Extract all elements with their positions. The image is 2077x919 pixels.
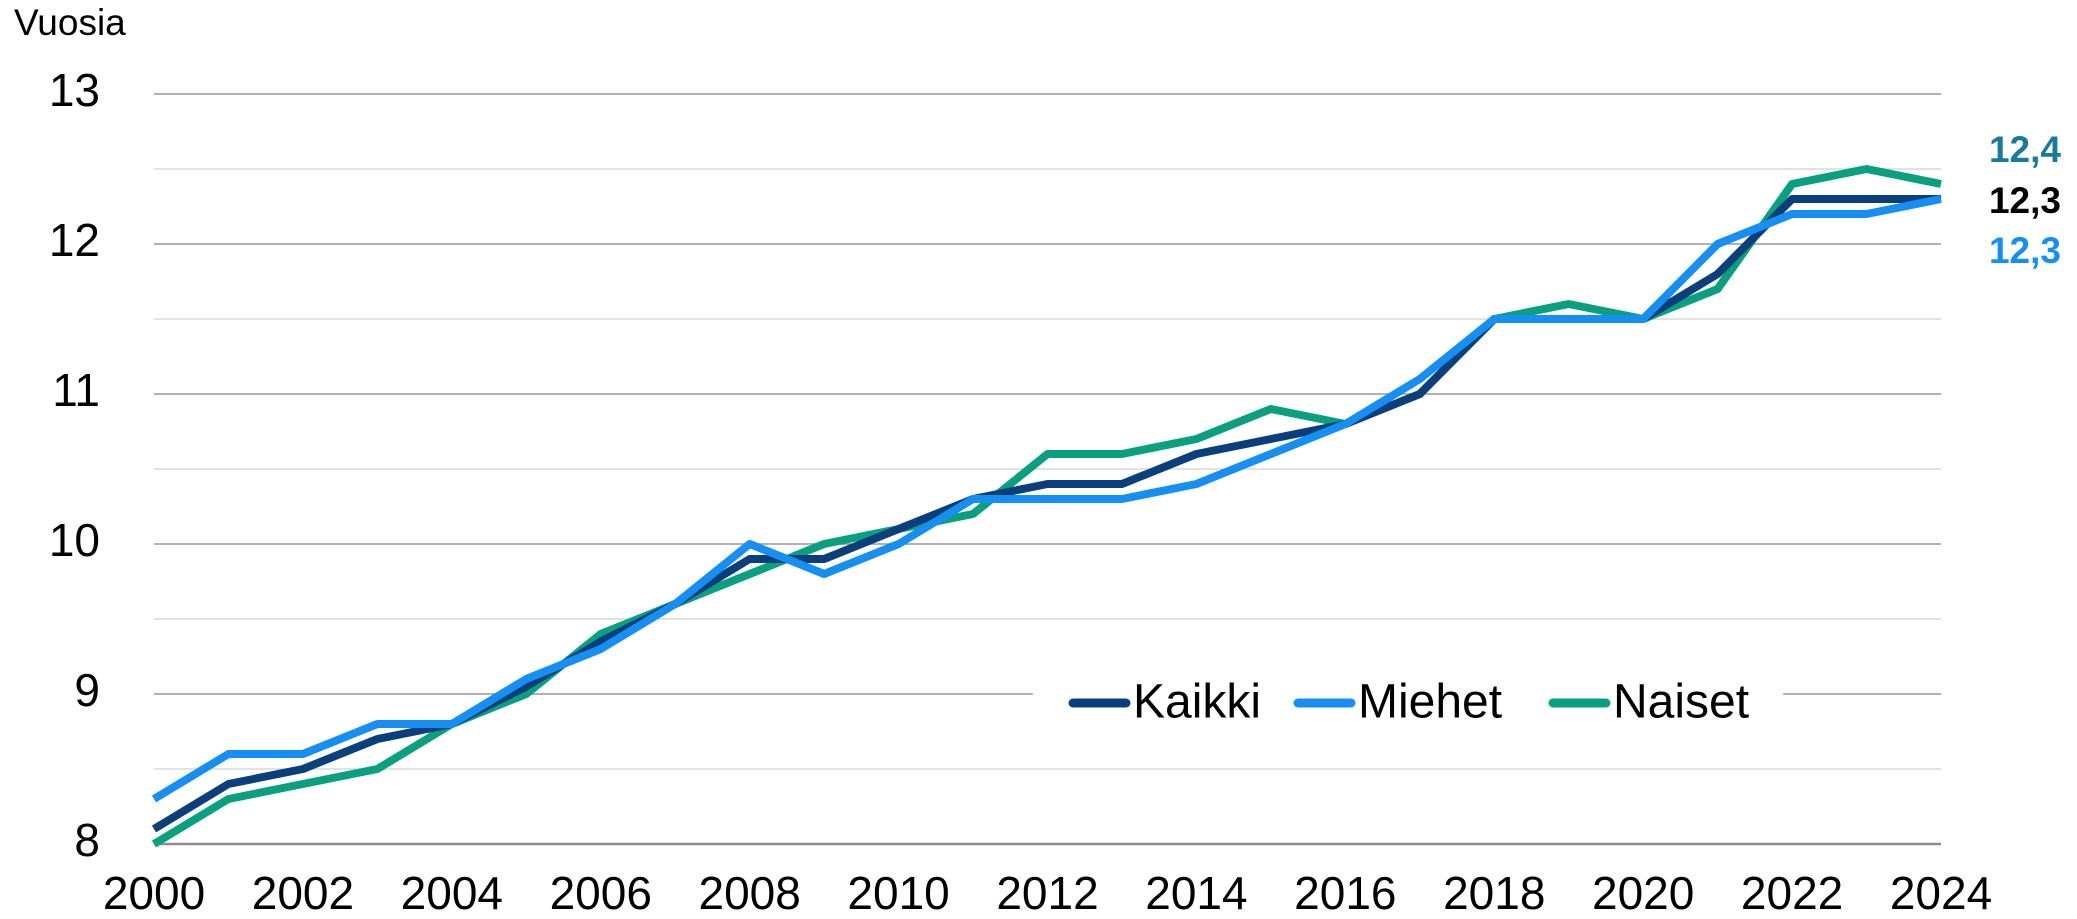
x-tick-label: 2020 [1592,867,1694,919]
x-tick-label: 2014 [1145,867,1247,919]
legend-label: Miehet [1358,676,1502,729]
y-tick-label: 11 [52,364,100,416]
legend-label: Naiset [1613,676,1749,729]
x-tick-label: 2002 [252,867,354,919]
x-tick-label: 2004 [401,867,503,919]
y-tick-label: 10 [49,514,100,566]
y-tick-label: 8 [74,814,100,866]
x-tick-label: 2010 [847,867,949,919]
x-tick-label: 2012 [996,867,1098,919]
legend-background [1033,669,1783,737]
value-label: 12,3 [1989,230,2061,271]
x-tick-label: 2022 [1741,867,1843,919]
y-tick-label: 13 [49,64,100,116]
legend-label: Kaikki [1133,676,1261,729]
value-label: 12,3 [1989,180,2061,221]
x-tick-label: 2008 [698,867,800,919]
y-tick-label: 9 [74,664,100,716]
x-tick-label: 2016 [1294,867,1396,919]
value-label: 12,4 [1989,129,2061,170]
x-tick-label: 2006 [550,867,652,919]
series-line [151,195,1942,803]
series-line [151,165,1942,848]
x-tick-label: 2018 [1443,867,1545,919]
x-tick-label: 2000 [103,867,205,919]
x-tick-label: 2024 [1890,867,1992,919]
y-tick-label: 12 [49,214,100,266]
y-axis-label: Vuosia [14,2,126,43]
